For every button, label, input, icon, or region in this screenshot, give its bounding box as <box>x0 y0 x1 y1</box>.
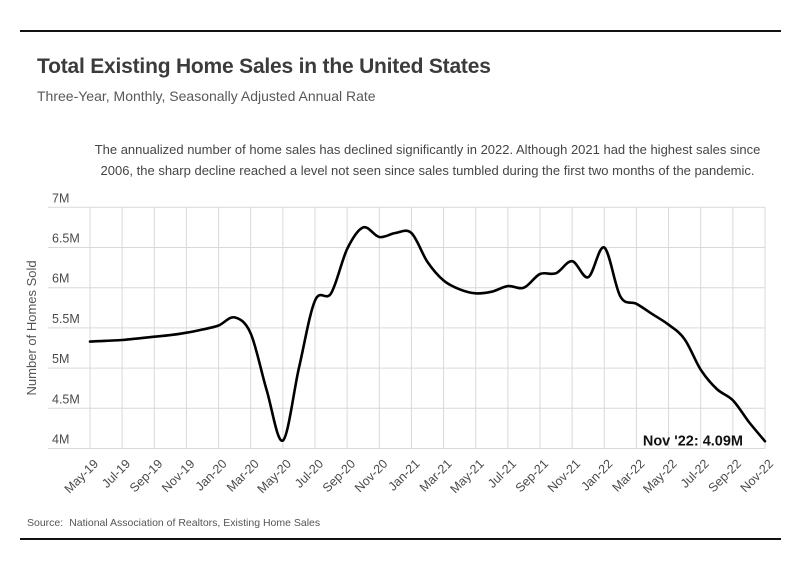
svg-text:Nov-21: Nov-21 <box>545 457 583 495</box>
chart-svg: 7M 6.5M 6M 5.5M 5M 4.5M 4M May-19Jul-19Sep-19No… <box>24 191 776 496</box>
svg-text:May-21: May-21 <box>447 457 486 496</box>
y-axis-title: Number of Homes Sold <box>24 260 39 395</box>
svg-text:Sep-20: Sep-20 <box>320 457 358 495</box>
svg-text:May-20: May-20 <box>255 457 294 496</box>
svg-text:Sep-19: Sep-19 <box>127 457 165 495</box>
end-point-label: Nov '22: 4.09M <box>643 433 743 449</box>
y-axis-labels: 7M 6.5M 6M 5.5M 5M 4.5M 4M <box>52 191 80 446</box>
source-note: Source: National Association of Realtors,… <box>27 517 320 529</box>
svg-text:May-22: May-22 <box>640 457 679 496</box>
gridlines <box>48 206 766 449</box>
page-title: Total Existing Home Sales in the United … <box>37 55 491 78</box>
svg-text:4M: 4M <box>52 433 69 447</box>
svg-text:Sep-22: Sep-22 <box>706 457 744 495</box>
svg-text:Jan-20: Jan-20 <box>193 457 230 494</box>
svg-text:Nov-20: Nov-20 <box>352 457 390 495</box>
svg-text:6M: 6M <box>52 272 69 286</box>
annotation-line-2: 2006, the sharp decline reached a level … <box>100 163 755 178</box>
source-label: Source: <box>27 517 64 529</box>
svg-text:7M: 7M <box>52 191 69 205</box>
svg-text:5M: 5M <box>52 352 69 366</box>
x-axis-labels: May-19Jul-19Sep-19Nov-19Jan-20Mar-20May-… <box>62 457 776 496</box>
svg-text:May-19: May-19 <box>62 457 101 496</box>
page-subtitle: Three-Year, Monthly, Seasonally Adjusted… <box>37 88 376 104</box>
series-line <box>88 225 767 443</box>
chart-annotation: The annualized number of home sales has … <box>90 139 765 181</box>
svg-text:Jan-21: Jan-21 <box>386 457 423 494</box>
bottom-rule <box>20 538 781 540</box>
svg-text:5.5M: 5.5M <box>52 312 80 326</box>
source-text: National Association of Realtors, Existi… <box>69 517 321 529</box>
line-chart: 7M 6.5M 6M 5.5M 5M 4.5M 4M May-19 Jul-19 Sep-19 No… <box>0 185 799 515</box>
svg-text:4.5M: 4.5M <box>52 392 80 406</box>
svg-text:Sep-21: Sep-21 <box>513 457 551 495</box>
svg-text:6.5M: 6.5M <box>52 232 80 246</box>
annotation-line-1: The annualized number of home sales has … <box>94 142 761 157</box>
svg-text:Jan-22: Jan-22 <box>578 457 615 494</box>
svg-text:Nov-19: Nov-19 <box>159 457 197 495</box>
svg-text:Nov-22: Nov-22 <box>738 457 776 495</box>
top-rule <box>20 30 781 32</box>
